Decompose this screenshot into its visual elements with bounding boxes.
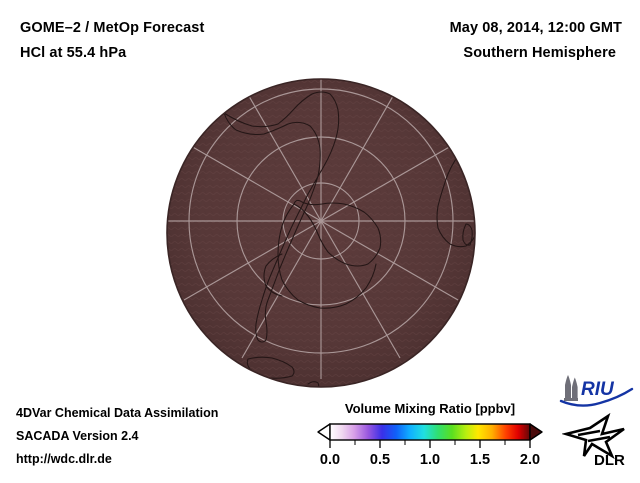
coastline-antarctic-peninsula — [277, 203, 377, 309]
colorbar: Volume Mixing Ratio [ppbv] 0.0 — [312, 400, 548, 483]
colorbar-under-arrow — [317, 423, 331, 441]
colorbar-tick-label: 2.0 — [520, 452, 540, 468]
coastline-madagascar — [462, 223, 473, 246]
globe-limb-outline — [166, 78, 476, 388]
colorbar-tick-label: 1.0 — [420, 452, 440, 468]
riu-wordmark: RIU — [581, 379, 615, 400]
dlr-logo-svg: DLR — [561, 412, 625, 469]
instrument-title: GOME–2 / MetOp Forecast — [20, 20, 205, 36]
coastline-antarctica — [293, 199, 382, 267]
riu-spires-icon — [564, 375, 578, 401]
coastline-africa — [436, 147, 475, 248]
coastline-new-zealand — [307, 381, 320, 387]
colorbar-over-arrow — [529, 423, 543, 441]
species-level-title: HCl at 55.4 hPa — [20, 45, 127, 61]
colorbar-gradient-bar — [329, 423, 531, 441]
header-left-block: GOME–2 / MetOp Forecast HCl at 55.4 hPa — [20, 16, 350, 66]
riu-logo: RIU — [558, 374, 634, 413]
colorbar-svg: 0.0 0.5 1.0 1.5 2.0 — [317, 423, 543, 468]
region-label: Southern Hemisphere — [463, 45, 616, 61]
graticule-grid — [167, 79, 475, 379]
header-right-block: May 08, 2014, 12:00 GMT Southern Hemisph… — [302, 16, 622, 66]
website-url[interactable]: http://wdc.dlr.de — [16, 452, 112, 466]
globe-svg — [166, 78, 476, 388]
dlr-emblem-icon — [561, 412, 625, 460]
riu-swoosh-icon — [559, 387, 634, 407]
colorbar-tick-labels: 0.0 0.5 1.0 1.5 2.0 — [320, 452, 540, 468]
polar-stereographic-map — [166, 78, 476, 388]
colorbar-tick-label: 0.5 — [370, 452, 390, 468]
dlr-logo: DLR — [561, 412, 634, 473]
colorbar-title: Volume Mixing Ratio [ppbv] — [344, 401, 516, 416]
colorbar-tick-label: 0.0 — [320, 452, 340, 468]
coastline-antarctica-west — [263, 253, 283, 297]
colorbar-ticks — [329, 440, 531, 448]
timestamp-label: May 08, 2014, 12:00 GMT — [449, 20, 622, 36]
version-label: SACADA Version 2.4 — [16, 429, 139, 443]
colorbar-tick-label: 1.5 — [470, 452, 490, 468]
coastline-south-america — [223, 91, 340, 343]
footer-left-block: 4DVar Chemical Data Assimilation SACADA … — [16, 402, 218, 471]
riu-logo-svg: RIU — [559, 375, 634, 407]
method-label: 4DVar Chemical Data Assimilation — [16, 406, 219, 420]
dlr-wordmark: DLR — [594, 452, 625, 468]
